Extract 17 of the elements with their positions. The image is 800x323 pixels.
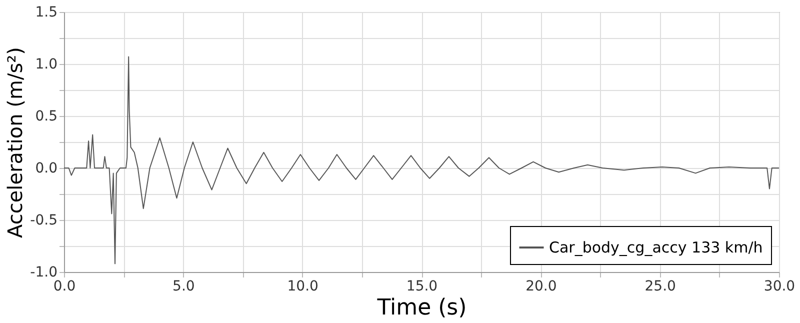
- y-tick-label: 1.5: [35, 4, 58, 20]
- y-tick-label: 0.0: [35, 160, 58, 176]
- x-tick-label: 30.0: [764, 278, 796, 294]
- y-tick-label: 0.5: [35, 108, 58, 124]
- x-tick-label: 0.0: [53, 278, 76, 294]
- x-axis-title: Time (s): [376, 296, 467, 320]
- y-tick-label: 1.0: [35, 56, 58, 72]
- legend-label: Car_body_cg_accy 133 km/h: [549, 238, 763, 256]
- y-axis-title: Acceleration (m/s²): [3, 47, 28, 238]
- x-tick-label: 5.0: [172, 278, 195, 294]
- y-tick-label: -0.5: [30, 212, 58, 228]
- y-tick-label: -1.0: [30, 264, 58, 280]
- line-series: [64, 56, 780, 264]
- x-tick-label: 15.0: [406, 278, 438, 294]
- x-tick-label: 20.0: [526, 278, 557, 294]
- x-tick-label: 25.0: [644, 278, 676, 294]
- x-tick-label: 10.0: [287, 278, 318, 294]
